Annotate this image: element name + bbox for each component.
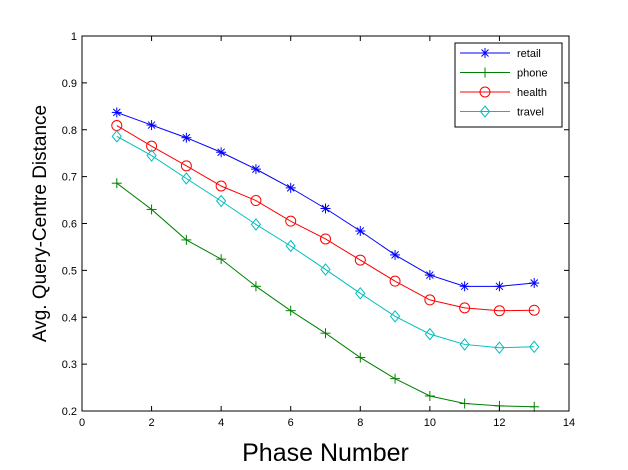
data-point-phone [390, 373, 401, 384]
data-point-travel [146, 149, 157, 162]
legend-label: travel [517, 107, 544, 119]
legend-label: health [517, 87, 547, 99]
x-axis-title: Phase Number [242, 439, 409, 467]
data-point-health [493, 305, 505, 317]
legend-item-phone: phone [460, 67, 548, 80]
data-point-travel [424, 327, 436, 341]
data-point-retail [424, 270, 435, 281]
data-point-travel [181, 172, 192, 185]
data-point-travel [459, 338, 470, 351]
x-tick-label: 8 [357, 417, 363, 429]
y-axis-title: Avg. Query-Centre Distance [30, 105, 51, 342]
data-point-travel [494, 341, 505, 355]
data-point-phone [529, 401, 540, 412]
series-retail [111, 107, 540, 292]
x-tick-label: 4 [218, 417, 224, 429]
data-point-travel [250, 218, 262, 231]
legend-marker [480, 48, 490, 58]
series-phone [111, 178, 540, 412]
data-point-travel [285, 239, 296, 253]
data-point-health [250, 195, 262, 207]
series-line-travel [116, 135, 535, 349]
y-tick-label: 0.5 [62, 265, 77, 277]
data-point-retail [181, 132, 192, 143]
x-tick-label: 12 [493, 417, 505, 429]
legend: retail phone health travel [454, 42, 563, 128]
data-point-retail [250, 164, 261, 175]
data-point-phone [285, 305, 296, 316]
data-point-travel [389, 310, 401, 323]
series-travel [111, 130, 540, 355]
data-point-retail [146, 120, 157, 131]
data-point-phone [181, 234, 192, 245]
data-point-health [424, 294, 436, 306]
data-point-health [389, 275, 401, 287]
data-point-retail [459, 281, 470, 292]
data-point-health [459, 302, 471, 314]
legend-item-travel: travel [460, 105, 544, 119]
data-point-health [320, 233, 331, 245]
data-point-health [285, 215, 297, 227]
data-point-travel [215, 194, 227, 208]
data-point-health [354, 254, 366, 266]
x-tick-label: 10 [424, 417, 436, 429]
legend-marker [480, 67, 490, 78]
x-tick-label: 6 [288, 417, 294, 429]
data-point-travel [355, 287, 366, 300]
data-point-travel [320, 263, 331, 276]
data-point-retail [390, 249, 401, 260]
series-layer [111, 107, 540, 412]
x-tick-label: 2 [149, 417, 155, 429]
data-point-phone [459, 398, 470, 409]
y-tick-label: 0.8 [62, 125, 77, 137]
series-line-health [116, 125, 535, 312]
legend-marker [479, 86, 491, 98]
y-tick-label: 0.7 [62, 172, 77, 184]
y-tick-label: 0.4 [62, 312, 77, 324]
y-tick-label: 0.2 [62, 406, 77, 418]
data-point-retail [216, 147, 227, 158]
legend-box [454, 42, 563, 128]
data-point-health [146, 140, 158, 152]
legend-label: retail [517, 48, 541, 60]
data-point-phone [216, 254, 227, 265]
data-point-phone [424, 391, 435, 401]
data-point-phone [111, 178, 122, 189]
legend-item-retail: retail [460, 48, 541, 60]
data-point-travel [529, 340, 540, 354]
y-tick-label: 0.6 [62, 219, 77, 231]
x-tick-label: 0 [79, 417, 85, 429]
data-point-phone [146, 204, 157, 215]
data-point-retail [494, 281, 505, 292]
data-point-phone [250, 281, 261, 292]
x-tick-label: 14 [563, 417, 575, 429]
y-tick-label: 0.3 [62, 359, 77, 371]
y-tick-label: 0.9 [62, 78, 77, 90]
data-point-health [215, 180, 227, 192]
data-point-retail [285, 182, 296, 193]
series-health [111, 120, 540, 317]
legend-item-health: health [460, 86, 547, 99]
legend-label: phone [517, 68, 548, 80]
data-point-retail [355, 226, 366, 236]
data-point-phone [355, 352, 366, 363]
data-point-phone [320, 328, 331, 339]
data-point-retail [529, 278, 540, 289]
data-point-retail [320, 203, 331, 214]
legend-marker [479, 105, 491, 118]
data-point-retail [111, 107, 122, 118]
axis-ticks: 0 2 4 6 8 10 12 14 0.2 0.3 0.4 0.5 0.6 0.7 0.8 0.9 1 [62, 31, 575, 429]
data-point-health [528, 304, 540, 316]
data-point-travel [111, 130, 122, 143]
y-tick-label: 1 [71, 31, 77, 43]
data-point-health [180, 160, 192, 172]
